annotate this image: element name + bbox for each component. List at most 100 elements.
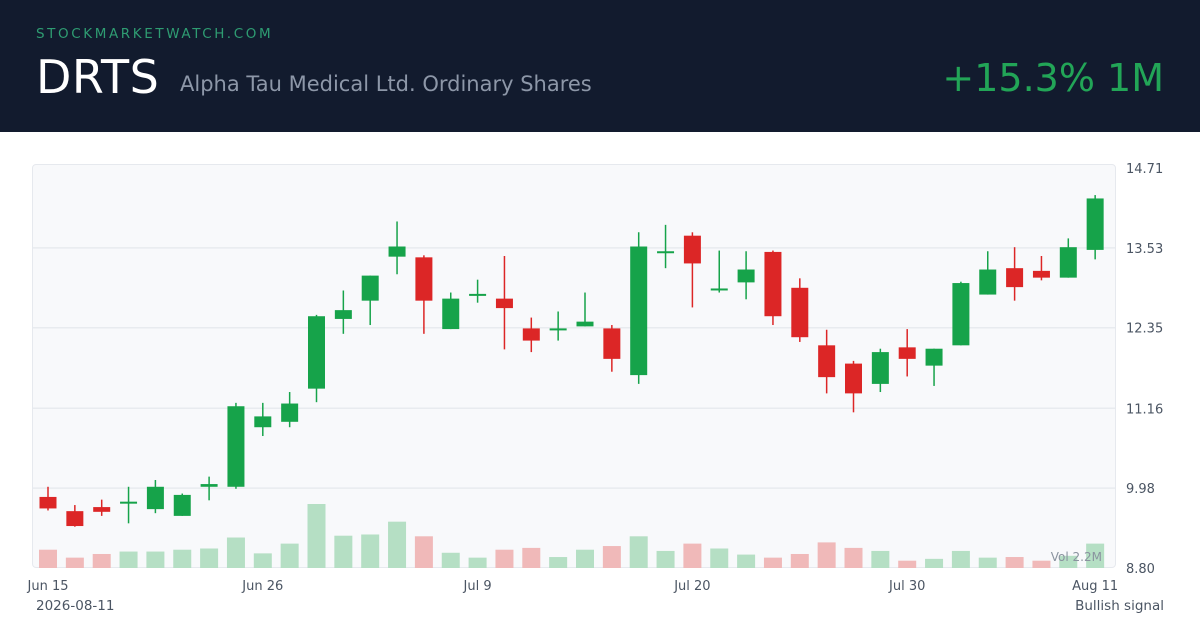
y-tick-label: 13.53 — [1126, 242, 1163, 257]
y-tick-label: 14.71 — [1126, 162, 1163, 177]
x-tick-label: Jul 9 — [463, 579, 492, 594]
volume-bar — [576, 549, 594, 568]
candle-body — [522, 328, 540, 341]
candle-body — [603, 328, 621, 359]
volume-bar — [334, 535, 353, 568]
volume-bar — [790, 553, 809, 568]
volume-bar — [763, 557, 782, 568]
candle-body — [764, 251, 782, 317]
candle-body — [415, 257, 433, 301]
volume-bar — [253, 553, 272, 568]
candle-body — [388, 246, 406, 257]
candle-body — [66, 511, 84, 527]
volume-bar — [1032, 560, 1051, 568]
y-tick-label: 8.80 — [1126, 562, 1155, 577]
candle-body — [1032, 270, 1050, 278]
volume-bar — [951, 550, 970, 568]
volume-bar — [200, 548, 219, 568]
candle-body — [845, 363, 862, 394]
volume-bar — [602, 546, 621, 568]
volume-bar — [683, 543, 702, 568]
volume-bar — [173, 549, 192, 568]
y-tick-label: 12.35 — [1126, 322, 1163, 337]
candle-body — [710, 288, 728, 291]
candle-body — [925, 348, 943, 366]
volume-bar — [226, 537, 245, 568]
volume-bar — [361, 534, 380, 568]
candle-body — [200, 484, 218, 487]
volume-label: Vol 2.2M — [1051, 550, 1102, 564]
volume-bar — [65, 557, 84, 568]
candle-body — [576, 321, 594, 327]
candle-body — [442, 298, 460, 330]
volume-bar — [495, 549, 514, 568]
volume-bar — [92, 553, 111, 568]
volume-bar — [1059, 555, 1078, 568]
volume-bar — [844, 547, 863, 568]
volume-bar — [307, 504, 326, 568]
candle-body — [334, 310, 352, 319]
candle-body — [120, 501, 138, 504]
x-tick-label: Aug 11 — [1072, 579, 1118, 594]
x-tick-label: Jun 26 — [241, 579, 283, 594]
candle-body — [1086, 198, 1104, 250]
volume-bar — [656, 550, 675, 568]
y-tick-label: 9.98 — [1126, 482, 1155, 497]
candle-body — [791, 287, 809, 338]
candle-body — [818, 345, 836, 378]
candle-body — [495, 298, 513, 309]
volume-bar — [549, 557, 568, 568]
volume-bar — [871, 550, 890, 568]
candle-body — [683, 235, 701, 264]
company-name: Alpha Tau Medical Ltd. Ordinary Shares — [180, 72, 592, 96]
candle-body — [549, 328, 567, 331]
ticker-symbol: DRTS — [36, 50, 160, 104]
volume-bar — [388, 521, 407, 568]
candle-body — [254, 416, 272, 428]
candle-body — [952, 283, 970, 346]
volume-bar — [1086, 543, 1105, 568]
chart-date: 2026-08-11 — [36, 598, 115, 614]
candle-body — [469, 293, 487, 296]
volume-bar — [925, 558, 944, 568]
price-change: +15.3% 1M — [942, 56, 1164, 100]
volume-bar — [441, 552, 460, 568]
candle-body — [979, 269, 997, 295]
volume-bar — [414, 536, 433, 568]
volume-bar — [737, 554, 756, 568]
x-tick-label: Jul 30 — [888, 579, 925, 594]
candle-body — [871, 352, 889, 384]
candle-body — [281, 403, 299, 422]
candle-body — [361, 275, 379, 301]
volume-bar — [1005, 557, 1024, 568]
volume-bar — [39, 549, 57, 568]
volume-bar — [817, 542, 836, 568]
plot-area — [32, 164, 1116, 568]
x-tick-label: Jun 15 — [27, 579, 69, 594]
volume-bar — [522, 547, 541, 568]
candle-body — [1059, 247, 1077, 278]
volume-bar — [280, 543, 299, 568]
candle-body — [227, 406, 245, 487]
candle-body — [39, 496, 57, 509]
volume-bar — [978, 557, 997, 568]
volume-bar — [629, 536, 648, 568]
site-name: STOCKMARKETWATCH.COM — [36, 26, 274, 42]
signal-label: Bullish signal — [1075, 598, 1164, 614]
volume-bar — [468, 557, 487, 568]
candle-body — [1006, 268, 1024, 288]
candle-body — [737, 269, 755, 283]
candle-body — [308, 316, 325, 389]
x-tick-label: Jul 20 — [673, 579, 710, 594]
candle-body — [898, 347, 916, 359]
volume-bar — [898, 560, 917, 568]
candle-body — [630, 246, 648, 376]
candle-body — [146, 486, 164, 510]
candle-body — [657, 251, 675, 254]
candle-body — [93, 507, 111, 512]
volume-bar — [146, 551, 165, 568]
volume-bar — [710, 548, 729, 568]
volume-bar — [119, 551, 138, 568]
header-bar: STOCKMARKETWATCH.COM DRTS Alpha Tau Medi… — [0, 0, 1200, 132]
